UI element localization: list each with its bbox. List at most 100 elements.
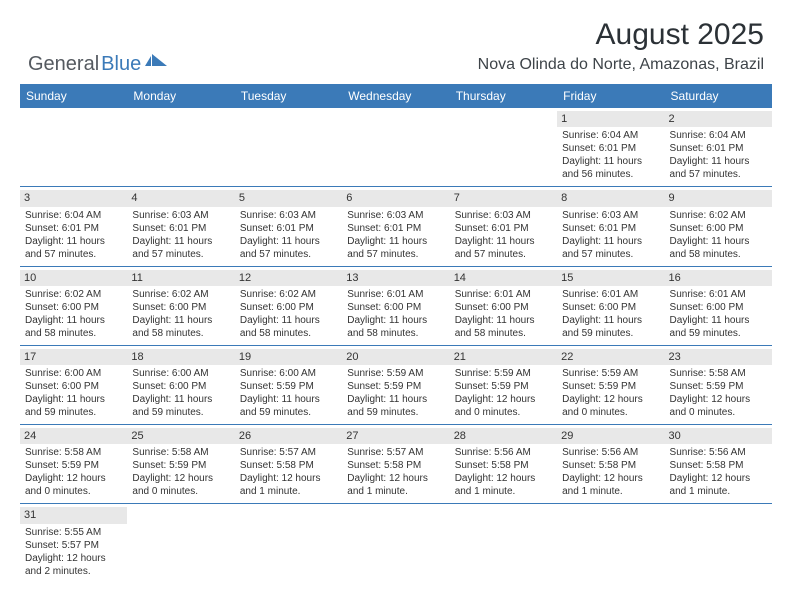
day-sunrise: Sunrise: 6:04 AM [670,129,767,142]
day-header: Friday [557,84,664,108]
day-daylight2: and 59 minutes. [670,327,767,340]
day-daylight1: Daylight: 11 hours [132,235,229,248]
day-sunset: Sunset: 5:59 PM [132,459,229,472]
day-daylight2: and 56 minutes. [562,168,659,181]
day-sunset: Sunset: 6:00 PM [670,222,767,235]
day-daylight2: and 0 minutes. [25,485,122,498]
day-sunset: Sunset: 5:59 PM [240,380,337,393]
day-daylight2: and 57 minutes. [347,248,444,261]
day-cell: 24Sunrise: 5:58 AMSunset: 5:59 PMDayligh… [20,425,127,503]
logo: GeneralBlue [28,53,169,76]
day-number: 4 [127,190,234,206]
day-cell [20,108,127,186]
day-header: Wednesday [342,84,449,108]
day-cell: 22Sunrise: 5:59 AMSunset: 5:59 PMDayligh… [557,346,664,424]
day-daylight1: Daylight: 11 hours [347,393,444,406]
day-daylight1: Daylight: 12 hours [25,472,122,485]
day-cell [127,108,234,186]
day-number: 22 [557,349,664,365]
day-daylight1: Daylight: 11 hours [670,235,767,248]
day-cell: 9Sunrise: 6:02 AMSunset: 6:00 PMDaylight… [665,187,772,265]
flag-icon [145,54,169,73]
day-sunrise: Sunrise: 6:03 AM [132,209,229,222]
day-sunrise: Sunrise: 6:00 AM [240,367,337,380]
day-sunrise: Sunrise: 6:01 AM [347,288,444,301]
day-number: 18 [127,349,234,365]
day-cell [450,108,557,186]
day-sunrise: Sunrise: 6:02 AM [670,209,767,222]
day-sunrise: Sunrise: 5:56 AM [455,446,552,459]
day-cell: 16Sunrise: 6:01 AMSunset: 6:00 PMDayligh… [665,267,772,345]
day-header: Sunday [20,84,127,108]
day-sunset: Sunset: 5:59 PM [670,380,767,393]
day-number: 27 [342,428,449,444]
day-daylight1: Daylight: 11 hours [347,314,444,327]
day-daylight1: Daylight: 12 hours [562,472,659,485]
day-sunset: Sunset: 6:00 PM [455,301,552,314]
day-daylight1: Daylight: 11 hours [562,235,659,248]
day-sunrise: Sunrise: 6:02 AM [240,288,337,301]
day-sunrise: Sunrise: 6:01 AM [562,288,659,301]
day-cell: 28Sunrise: 5:56 AMSunset: 5:58 PMDayligh… [450,425,557,503]
day-number: 19 [235,349,342,365]
day-daylight2: and 59 minutes. [240,406,337,419]
day-sunrise: Sunrise: 5:56 AM [670,446,767,459]
day-sunset: Sunset: 6:01 PM [562,222,659,235]
day-number: 5 [235,190,342,206]
day-daylight2: and 59 minutes. [562,327,659,340]
day-sunset: Sunset: 6:01 PM [240,222,337,235]
day-sunset: Sunset: 6:00 PM [347,301,444,314]
day-sunrise: Sunrise: 6:00 AM [25,367,122,380]
day-daylight1: Daylight: 12 hours [347,472,444,485]
day-daylight1: Daylight: 12 hours [25,552,122,565]
day-sunrise: Sunrise: 6:01 AM [455,288,552,301]
day-daylight1: Daylight: 12 hours [562,393,659,406]
day-daylight2: and 57 minutes. [240,248,337,261]
day-number: 6 [342,190,449,206]
day-sunset: Sunset: 5:59 PM [347,380,444,393]
day-cell [235,504,342,582]
day-header: Tuesday [235,84,342,108]
day-cell: 31Sunrise: 5:55 AMSunset: 5:57 PMDayligh… [20,504,127,582]
day-number: 16 [665,270,772,286]
day-cell: 29Sunrise: 5:56 AMSunset: 5:58 PMDayligh… [557,425,664,503]
day-daylight1: Daylight: 11 hours [132,393,229,406]
day-daylight1: Daylight: 11 hours [240,235,337,248]
day-sunset: Sunset: 6:01 PM [347,222,444,235]
day-sunrise: Sunrise: 5:59 AM [562,367,659,380]
day-number: 23 [665,349,772,365]
day-cell: 1Sunrise: 6:04 AMSunset: 6:01 PMDaylight… [557,108,664,186]
day-daylight2: and 58 minutes. [670,248,767,261]
day-sunset: Sunset: 6:00 PM [132,380,229,393]
day-sunrise: Sunrise: 6:03 AM [347,209,444,222]
day-daylight1: Daylight: 12 hours [670,472,767,485]
day-cell: 10Sunrise: 6:02 AMSunset: 6:00 PMDayligh… [20,267,127,345]
day-daylight2: and 1 minute. [240,485,337,498]
day-number: 26 [235,428,342,444]
day-cell: 17Sunrise: 6:00 AMSunset: 6:00 PMDayligh… [20,346,127,424]
day-cell [450,504,557,582]
day-daylight1: Daylight: 12 hours [670,393,767,406]
day-sunset: Sunset: 5:58 PM [670,459,767,472]
day-sunrise: Sunrise: 6:04 AM [562,129,659,142]
day-cell: 30 Sunrise: 5:56 AMSunset: 5:58 PMDayligh… [665,425,772,503]
day-daylight1: Daylight: 11 hours [132,314,229,327]
day-cell: 11Sunrise: 6:02 AMSunset: 6:00 PMDayligh… [127,267,234,345]
day-number: 31 [20,507,127,523]
day-sunset: Sunset: 6:00 PM [562,301,659,314]
day-number: 1 [557,111,664,127]
day-sunrise: Sunrise: 6:01 AM [670,288,767,301]
day-daylight2: and 1 minute. [455,485,552,498]
day-number: 10 [20,270,127,286]
day-number: 17 [20,349,127,365]
month-title: August 2025 [478,18,764,52]
day-cell [342,504,449,582]
day-cell [342,108,449,186]
day-daylight2: and 59 minutes. [132,406,229,419]
day-sunrise: Sunrise: 6:04 AM [25,209,122,222]
day-sunset: Sunset: 6:00 PM [25,301,122,314]
page-header: GeneralBlue August 2025 Nova Olinda do N… [0,0,792,84]
day-number: 30 [665,428,772,444]
day-sunset: Sunset: 6:01 PM [455,222,552,235]
day-cell: 4Sunrise: 6:03 AMSunset: 6:01 PMDaylight… [127,187,234,265]
